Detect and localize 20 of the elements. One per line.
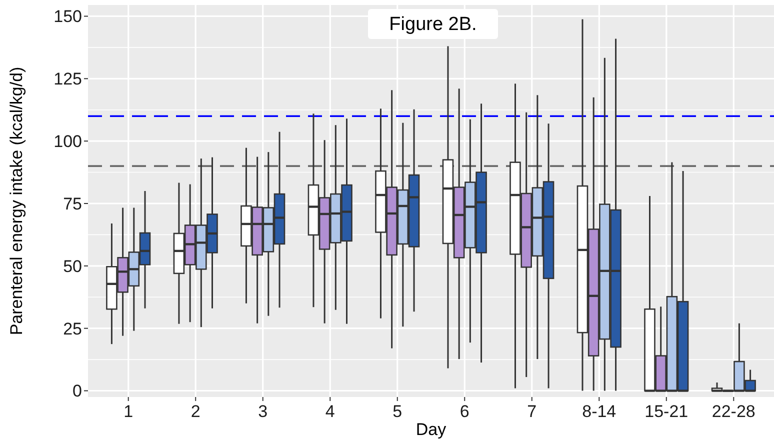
y-tick-label: 50: [63, 256, 82, 276]
x-axis-title: Day: [416, 420, 447, 439]
x-tick-label: 15-21: [644, 402, 688, 421]
x-tick-label: 4: [325, 402, 335, 421]
x-tick-label: 8-14: [582, 402, 616, 421]
y-tick-label: 100: [54, 132, 82, 152]
y-axis-title: Parenteral energy intake (kcal/kg/d): [7, 66, 26, 336]
y-tick-label: 150: [54, 7, 82, 26]
text: Figure 2B.: [389, 14, 477, 35]
x-tick-label: 2: [190, 402, 200, 421]
y-tick-label: 0: [72, 382, 82, 401]
x-tick-label: 7: [527, 402, 537, 421]
y-tick-label: 125: [54, 70, 82, 89]
y-tick-label: 75: [63, 194, 82, 214]
x-tick-label: 3: [258, 402, 268, 421]
x-tick-label: 5: [392, 402, 402, 421]
x-tick-label: 6: [460, 402, 470, 421]
y-tick-label: 25: [63, 319, 82, 338]
x-tick-label: 22-28: [712, 402, 756, 421]
x-tick-label: 1: [124, 402, 134, 421]
